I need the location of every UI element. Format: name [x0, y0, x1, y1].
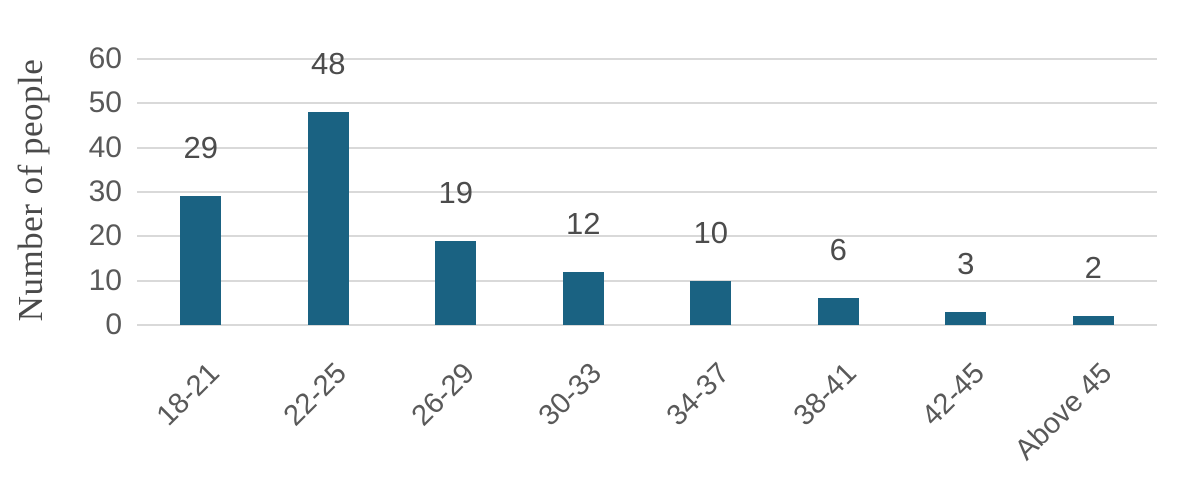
gridline [137, 279, 1157, 282]
bar [1072, 316, 1114, 325]
gridline [137, 146, 1157, 149]
gridline [137, 324, 1157, 326]
x-tick-label: Above 45 [1008, 357, 1118, 467]
bar [945, 312, 987, 325]
x-tick-label: 22-25 [277, 357, 353, 433]
bar [180, 196, 222, 325]
x-tick-label: 42-45 [915, 357, 991, 433]
bar-value-label: 10 [693, 215, 728, 250]
bar-value-label: 6 [829, 232, 847, 267]
bar [307, 112, 349, 325]
x-tick-label: 30-33 [532, 357, 608, 433]
x-tick-label: 38-41 [787, 357, 863, 433]
x-tick-label: 34-37 [660, 357, 736, 433]
y-tick-label: 10 [88, 263, 122, 297]
bar [690, 281, 732, 325]
gridline [137, 58, 1157, 60]
gridline [137, 191, 1157, 193]
gridline [137, 102, 1157, 105]
bar-value-label: 29 [183, 130, 218, 165]
bar [435, 241, 477, 325]
y-tick-label: 40 [88, 130, 122, 164]
y-tick-label: 30 [88, 175, 122, 208]
bar [562, 272, 604, 325]
y-tick-label: 20 [88, 219, 122, 253]
bar-value-label: 2 [1084, 250, 1102, 285]
x-tick-label: 26-29 [405, 357, 481, 433]
y-tick-label: 50 [88, 86, 122, 120]
gridline [137, 235, 1157, 238]
bar [817, 298, 859, 325]
y-tick-label: 0 [105, 308, 122, 341]
bar-value-label: 3 [957, 246, 975, 281]
bar-value-label: 12 [566, 206, 601, 241]
bar-value-label: 19 [438, 175, 473, 210]
bar-value-label: 48 [311, 46, 346, 81]
x-tick-label: 18-21 [150, 357, 226, 433]
y-tick-label: 60 [88, 42, 122, 75]
